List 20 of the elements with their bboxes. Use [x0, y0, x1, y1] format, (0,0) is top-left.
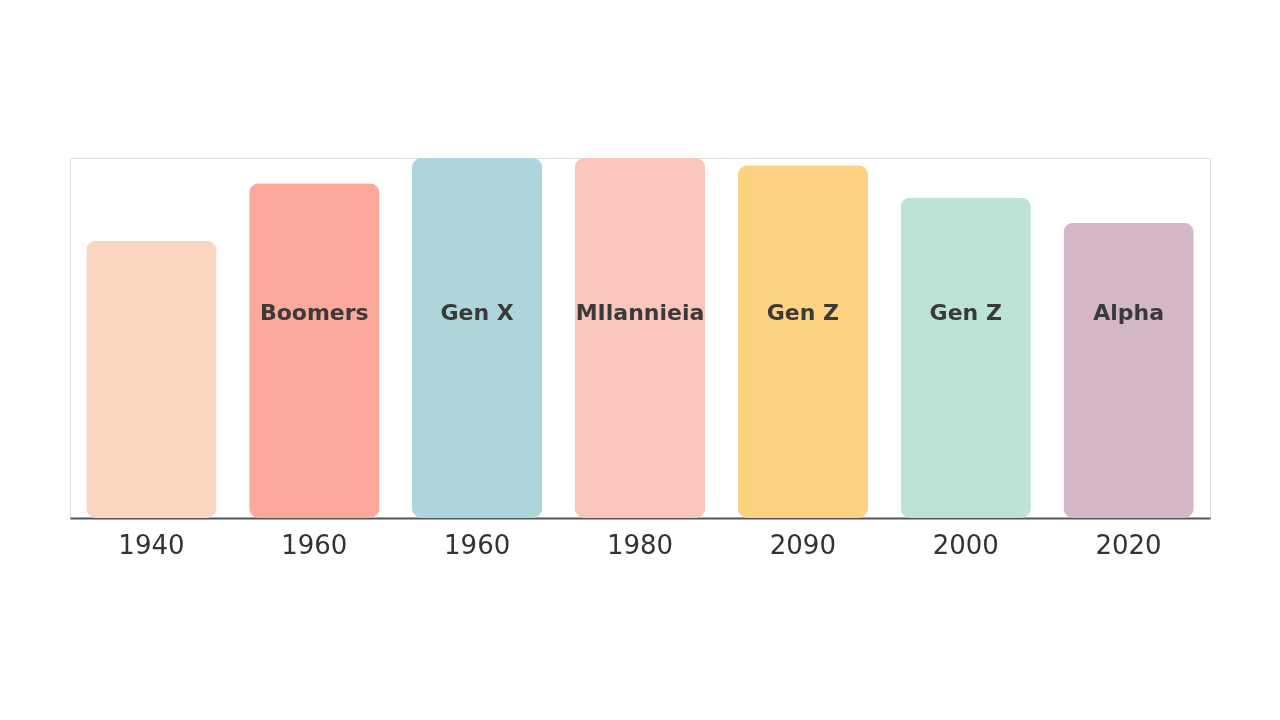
x-tick-label: 2090 [769, 529, 836, 560]
annotation: Alpha [1093, 300, 1164, 325]
annotation: MIlannieia [575, 300, 705, 325]
x-tick-label: 2000 [932, 529, 999, 560]
bar [900, 197, 1031, 518]
annotation: Gen X [440, 300, 514, 325]
x-tick-label: 1960 [444, 529, 511, 560]
x-tick-label: 1940 [118, 529, 185, 560]
x-tick-label: 1980 [606, 529, 674, 560]
bar [574, 158, 706, 518]
annotation: Gen Z [929, 300, 1002, 325]
bar [249, 183, 380, 518]
x-tick-label: 1960 [281, 529, 348, 560]
bar [412, 158, 543, 518]
annotation: Gen Z [766, 300, 839, 325]
x-tick-label: 2020 [1095, 529, 1162, 560]
annotation: Boomers [259, 300, 369, 325]
bar [86, 240, 217, 518]
bar [1063, 222, 1194, 518]
bar [737, 165, 868, 518]
